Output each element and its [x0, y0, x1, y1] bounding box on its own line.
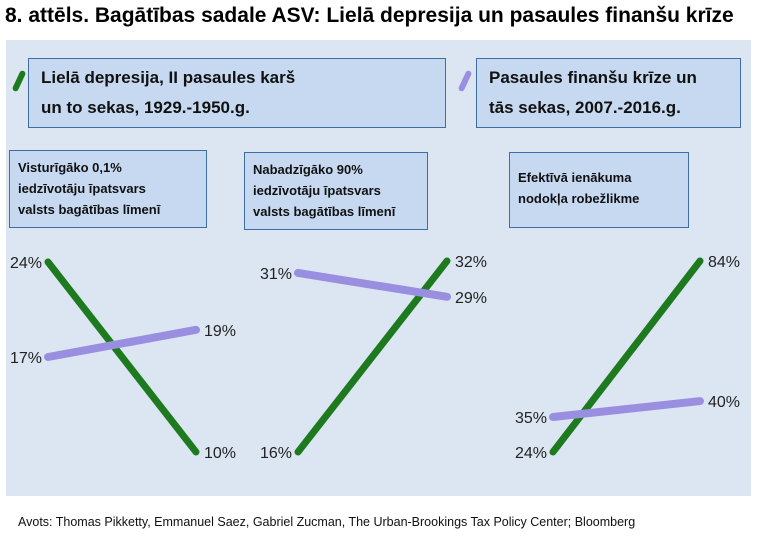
panel-title-line1: Nabadzīgāko 90% — [253, 162, 363, 177]
series-line-depression — [549, 257, 704, 456]
value-label-start: 24% — [10, 255, 42, 272]
panel-title-line2: iedzīvotāju īpatsvars — [253, 183, 381, 198]
legend-box-crisis: Pasaules finanšu krīze un tās sekas, 200… — [476, 58, 741, 128]
value-label-start: 35% — [515, 410, 547, 427]
panel-title-box-top-wealth: Visturīgāko 0,1% iedzīvotāju īpatsvars v… — [9, 150, 207, 228]
panel-title-line2: iedzīvotāju īpatsvars — [18, 181, 146, 196]
panel-title-box-tax-rate: Efektīvā ienākuma nodokļa robežlikme — [509, 152, 689, 228]
value-label-start: 17% — [10, 350, 42, 367]
value-label-end: 40% — [708, 394, 740, 411]
series-line-crisis — [44, 325, 200, 361]
value-label-end: 32% — [455, 254, 487, 271]
legend-box-depression: Lielā depresija, II pasaules karš un to … — [28, 58, 446, 128]
panel-title-line3: valsts bagātības līmenī — [18, 202, 161, 217]
panel-title-line1: Efektīvā ienākuma — [518, 170, 632, 185]
series-line-depression — [44, 258, 200, 456]
source-note: Avots: Thomas Pikketty, Emmanuel Saez, G… — [18, 515, 636, 529]
series-line-crisis — [549, 397, 704, 421]
series-line-crisis — [294, 268, 451, 301]
legend-label-line2: un to sekas, 1929.-1950.g. — [41, 98, 250, 117]
value-label-start: 31% — [260, 266, 292, 283]
value-label-end: 84% — [708, 254, 740, 271]
value-label-end: 29% — [455, 290, 487, 307]
value-label-end: 19% — [204, 323, 236, 340]
value-label-start: 16% — [260, 445, 292, 462]
panel-title-line3: valsts bagātības līmenī — [253, 204, 396, 219]
value-label-end: 10% — [204, 445, 236, 462]
figure-title: 8. attēls. Bagātības sadale ASV: Lielā d… — [5, 4, 734, 27]
panel-title-box-bottom-wealth: Nabadzīgāko 90% iedzīvotāju īpatsvars va… — [244, 152, 428, 230]
panel-title-line2: nodokļa robežlikme — [518, 191, 640, 206]
legend-label-line2: tās sekas, 2007.-2016.g. — [489, 98, 681, 117]
legend-label-line1: Lielā depresija, II pasaules karš — [41, 68, 296, 87]
legend-label-line1: Pasaules finanšu krīze un — [489, 68, 697, 87]
panel-title-line1: Visturīgāko 0,1% — [18, 160, 122, 175]
value-label-start: 24% — [515, 445, 547, 462]
